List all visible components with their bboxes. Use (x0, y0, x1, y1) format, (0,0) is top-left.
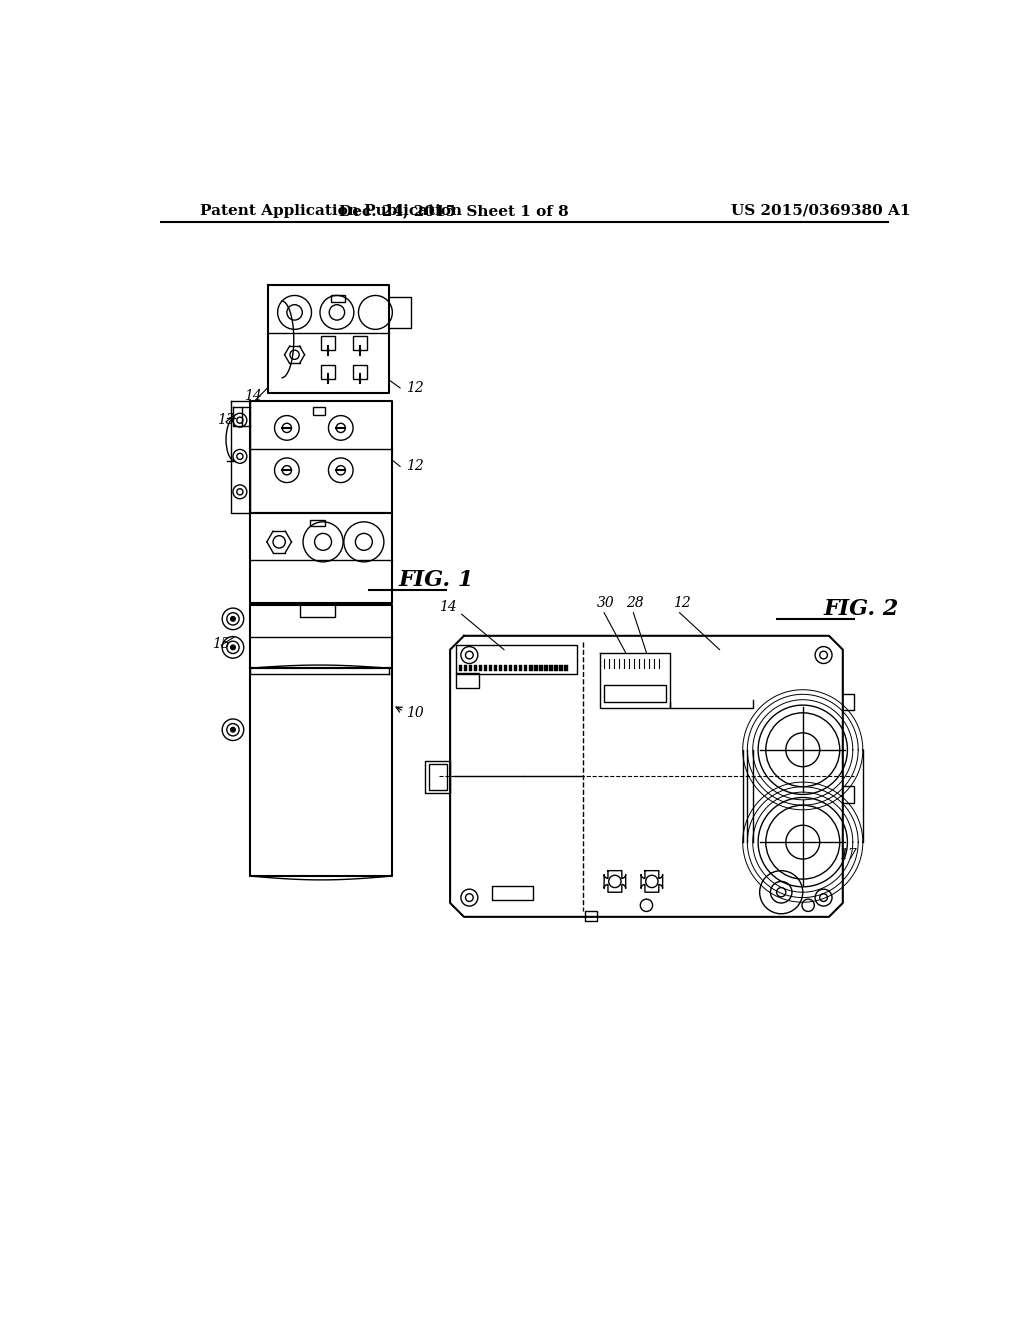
Text: 30: 30 (596, 597, 614, 610)
Bar (559, 665, 562, 671)
Text: 15: 15 (212, 636, 230, 651)
Bar (524, 665, 527, 671)
Circle shape (222, 636, 244, 659)
Bar (554, 665, 557, 671)
Bar (474, 665, 477, 671)
Bar (545, 665, 548, 671)
Text: Dec. 24, 2015  Sheet 1 of 8: Dec. 24, 2015 Sheet 1 of 8 (339, 203, 569, 218)
Bar (429, 763, 447, 789)
Bar (495, 665, 498, 671)
Bar (529, 665, 532, 671)
Bar (484, 665, 487, 671)
Bar (604, 685, 666, 702)
Bar (514, 665, 517, 671)
Bar (505, 665, 508, 671)
Circle shape (230, 645, 236, 649)
Bar (509, 665, 512, 671)
Circle shape (233, 450, 247, 463)
Circle shape (222, 609, 244, 630)
Bar (353, 364, 367, 379)
Bar (489, 665, 493, 671)
Bar (550, 665, 553, 671)
Bar (469, 665, 472, 671)
Bar (464, 665, 467, 671)
Bar (331, 294, 345, 302)
Bar (493, 886, 532, 900)
Circle shape (233, 413, 247, 428)
Bar (540, 665, 543, 671)
Bar (585, 911, 597, 921)
Bar (535, 665, 538, 671)
Text: 12: 12 (674, 597, 691, 610)
Text: FIG. 2: FIG. 2 (823, 598, 899, 620)
Bar (321, 337, 335, 350)
Bar (500, 665, 503, 671)
Bar (460, 665, 463, 671)
Bar (313, 407, 326, 414)
Bar (479, 665, 482, 671)
Bar (425, 760, 451, 793)
Bar (457, 673, 479, 688)
Bar (457, 645, 578, 675)
Circle shape (230, 727, 236, 733)
Circle shape (222, 719, 244, 741)
Circle shape (233, 484, 247, 499)
Bar (310, 520, 326, 527)
Text: 12: 12 (407, 381, 424, 395)
Bar (353, 337, 367, 350)
Text: 10: 10 (407, 706, 424, 719)
Bar (519, 665, 522, 671)
Text: 12: 12 (407, 459, 424, 474)
Bar (321, 364, 335, 379)
Bar (564, 665, 567, 671)
Text: 14: 14 (245, 388, 262, 403)
Text: 28: 28 (626, 597, 643, 610)
Text: 14: 14 (438, 599, 457, 614)
Text: Patent Application Publication: Patent Application Publication (200, 203, 462, 218)
Text: 13: 13 (217, 413, 234, 428)
Circle shape (230, 616, 236, 622)
Text: FIG. 1: FIG. 1 (398, 569, 474, 591)
Text: 17: 17 (839, 849, 857, 862)
Text: US 2015/0369380 A1: US 2015/0369380 A1 (731, 203, 910, 218)
